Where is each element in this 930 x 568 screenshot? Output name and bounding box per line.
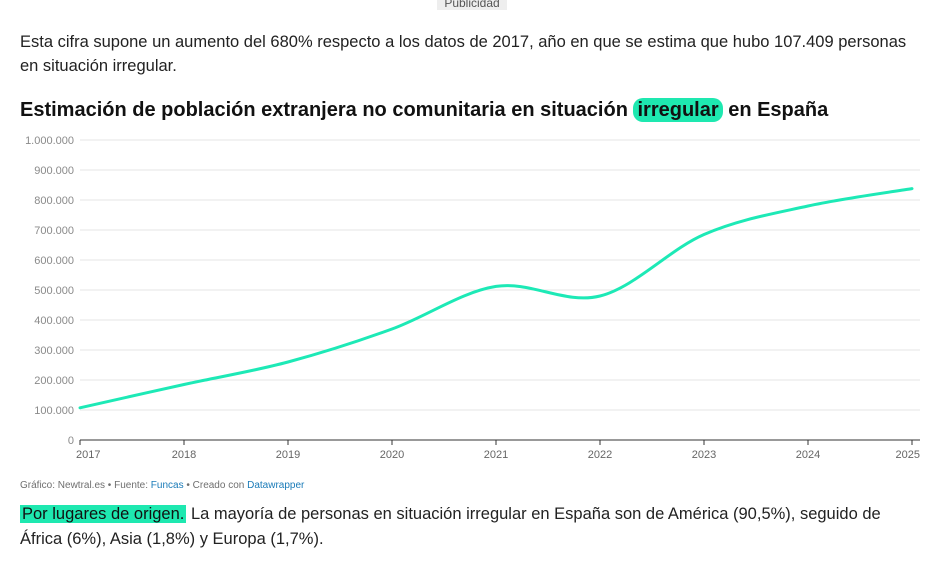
y-axis: 0 100.000 200.000 300.000 400.000 500.000 600.… [25,135,74,447]
x-tick-label: 2018 [172,449,196,461]
y-tick-label: 0 [68,435,74,447]
ad-label: Publicidad [437,0,507,10]
chart-title-end: en España [722,99,829,121]
x-tick-label: 2017 [76,449,100,461]
origin-text: La mayoría de personas en situación irre… [20,505,881,548]
y-tick-label: 500.000 [34,285,74,297]
chart-title: Estimación de población extranjera no co… [20,95,920,125]
chart-title-highlight: irregular [633,98,723,122]
x-tick-label: 2019 [276,449,300,461]
y-tick-label: 700.000 [34,225,74,237]
y-tick-label: 200.000 [34,375,74,387]
grid-layer [80,139,920,441]
chart-credits: Gráfico: Newtral.es • Fuente: Funcas • C… [20,480,304,491]
source-link[interactable]: Funcas [150,480,184,491]
origin-highlight: Por lugares de origen. [20,505,187,523]
y-tick-label: 100.000 [34,405,74,417]
series-layer [78,187,914,410]
datawrapper-link[interactable]: Datawrapper [247,480,305,491]
x-tick-label: 2025 [896,449,920,461]
x-axis: 2017 2018 2019 2020 2021 2022 2023 2024 2025 [76,440,920,461]
y-tick-label: 900.000 [34,165,74,177]
intro-paragraph: Esta cifra supone un aumento del 680% re… [20,33,907,75]
x-tick-label: 2023 [692,449,716,461]
x-tick-label: 2022 [588,449,612,461]
y-tick-label: 800.000 [34,195,74,207]
x-tick-label: 2021 [484,449,508,461]
y-tick-label: 300.000 [34,345,74,357]
origin-paragraph: Por lugares de origen. La mayoría de per… [20,502,920,552]
credits-middle: • Creado con [183,480,248,491]
x-tick-label: 2020 [380,449,404,461]
y-tick-label: 600.000 [34,255,74,267]
chart-title-start: Estimación de población extranjera no co… [20,99,634,121]
line-chart: 0 100.000 200.000 300.000 400.000 500.000 600.… [25,135,920,461]
y-tick-label: 1.000.000 [25,135,74,147]
series-line [78,187,914,410]
x-tick-label: 2024 [796,449,820,461]
credits-prefix: Gráfico: Newtral.es • Fuente: [20,480,151,491]
y-tick-label: 400.000 [34,315,74,327]
